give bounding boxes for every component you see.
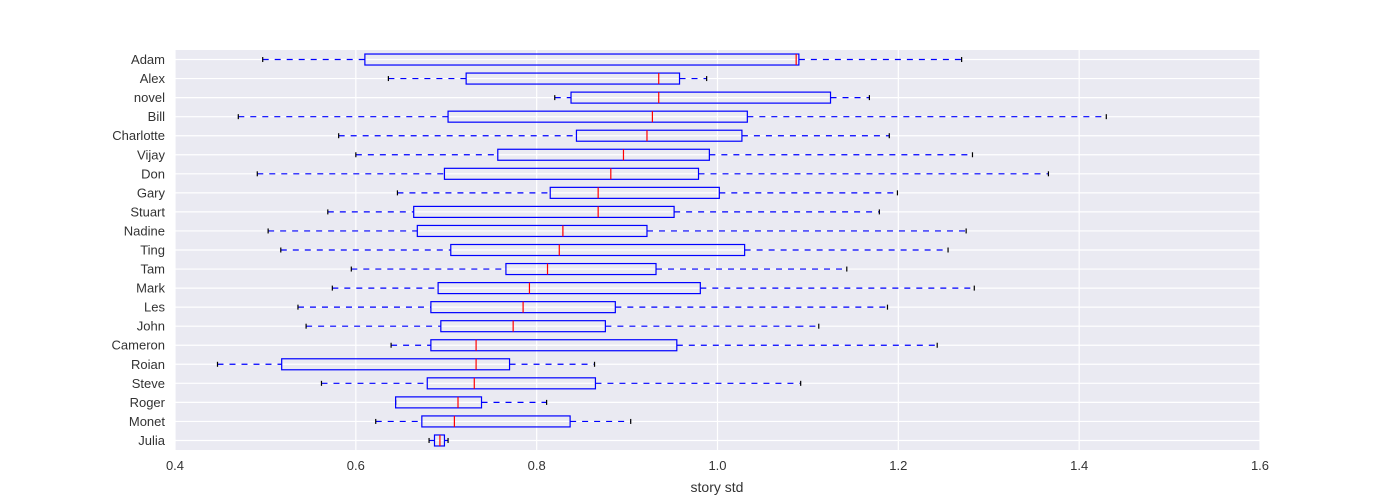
box-iqr	[426, 377, 597, 390]
box-iqr	[430, 339, 678, 352]
box-iqr	[416, 224, 648, 238]
y-tick-label: Vijay	[137, 147, 165, 162]
box-iqr	[440, 320, 606, 333]
box-charlotte	[338, 129, 890, 142]
box-alex	[387, 72, 708, 85]
box-iqr	[395, 396, 483, 409]
box-iqr	[281, 358, 511, 371]
box-iqr	[443, 167, 700, 180]
box-iqr	[575, 129, 743, 142]
box-mark	[331, 281, 975, 295]
y-tick-label: Julia	[138, 433, 166, 448]
y-tick-label: Gary	[137, 185, 166, 200]
y-tick-label: Don	[141, 166, 165, 181]
box-nadine	[267, 224, 967, 238]
y-tick-label: Steve	[132, 376, 165, 391]
box-stuart	[327, 205, 880, 219]
box-roian	[216, 358, 596, 371]
box-iqr	[364, 53, 800, 66]
y-tick-labels: Adam Alex novel Bill Charlotte Vijay Don Gary St…	[112, 52, 166, 448]
box-novel	[554, 91, 871, 104]
box-iqr	[413, 205, 675, 219]
y-tick-label: Bill	[148, 109, 165, 124]
y-tick-label: Charlotte	[112, 128, 165, 143]
box-iqr	[450, 243, 746, 257]
box-roger	[395, 396, 548, 409]
box-gary	[396, 186, 899, 199]
y-tick-label: Adam	[131, 52, 165, 67]
x-axis-label: story std	[691, 479, 744, 495]
box-tam	[350, 262, 848, 276]
y-tick-label: Monet	[129, 414, 166, 429]
box-iqr	[437, 281, 701, 295]
box-iqr	[421, 415, 571, 428]
x-tick-label: 1.6	[1251, 458, 1269, 473]
x-tick-label: 1.0	[708, 458, 726, 473]
x-tick-label: 1.4	[1070, 458, 1088, 473]
y-tick-label: Nadine	[124, 223, 165, 238]
box-iqr	[447, 110, 748, 123]
x-tick-label: 0.8	[528, 458, 546, 473]
box-iqr	[497, 148, 710, 161]
box-iqr	[465, 72, 681, 85]
box-iqr	[505, 262, 657, 276]
box-iqr	[570, 91, 832, 104]
box-steve	[320, 377, 802, 390]
y-tick-label: Cameron	[112, 338, 165, 353]
y-tick-label: Roian	[131, 357, 165, 372]
x-tick-label: 0.6	[347, 458, 365, 473]
y-tick-label: Les	[144, 300, 165, 315]
y-tick-label: novel	[134, 90, 165, 105]
box-don	[256, 167, 1050, 180]
box-bill	[237, 110, 1107, 123]
box-cameron	[390, 339, 938, 352]
box-series	[216, 53, 1107, 447]
box-iqr	[549, 186, 720, 199]
x-tick-labels: 0.4 0.6 0.8 1.0 1.2 1.4 1.6	[166, 458, 1269, 473]
x-tick-label: 1.2	[889, 458, 907, 473]
y-tick-label: Ting	[140, 243, 165, 258]
y-tick-label: Roger	[130, 395, 166, 410]
y-tick-label: Stuart	[130, 204, 165, 219]
x-tick-label: 0.4	[166, 458, 184, 473]
box-vijay	[355, 148, 974, 161]
y-tick-label: Mark	[136, 281, 165, 296]
box-monet	[375, 415, 632, 428]
box-adam	[262, 53, 963, 66]
box-les	[297, 301, 889, 314]
box-julia	[428, 434, 449, 447]
y-tick-label: John	[137, 319, 165, 334]
box-john	[305, 320, 820, 333]
y-tick-label: Tam	[140, 262, 165, 277]
y-tick-label: Alex	[140, 71, 166, 86]
box-ting	[280, 243, 949, 257]
